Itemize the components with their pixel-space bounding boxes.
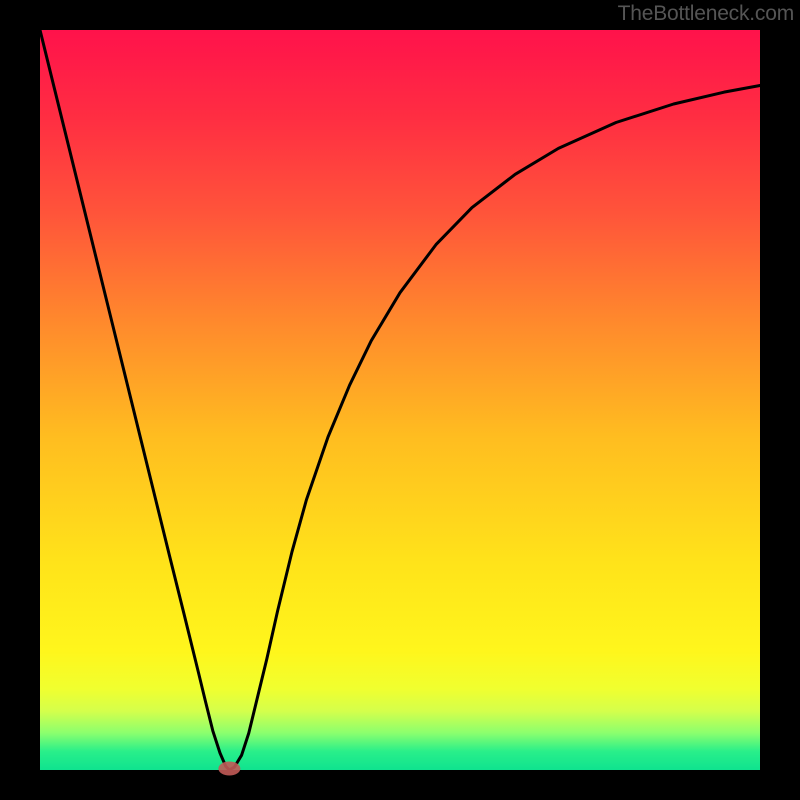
chart-svg bbox=[0, 0, 800, 800]
chart-container: TheBottleneck.com bbox=[0, 0, 800, 800]
plot-background bbox=[40, 30, 760, 770]
watermark-text: TheBottleneck.com bbox=[618, 2, 794, 26]
optimal-point-marker bbox=[218, 762, 240, 776]
